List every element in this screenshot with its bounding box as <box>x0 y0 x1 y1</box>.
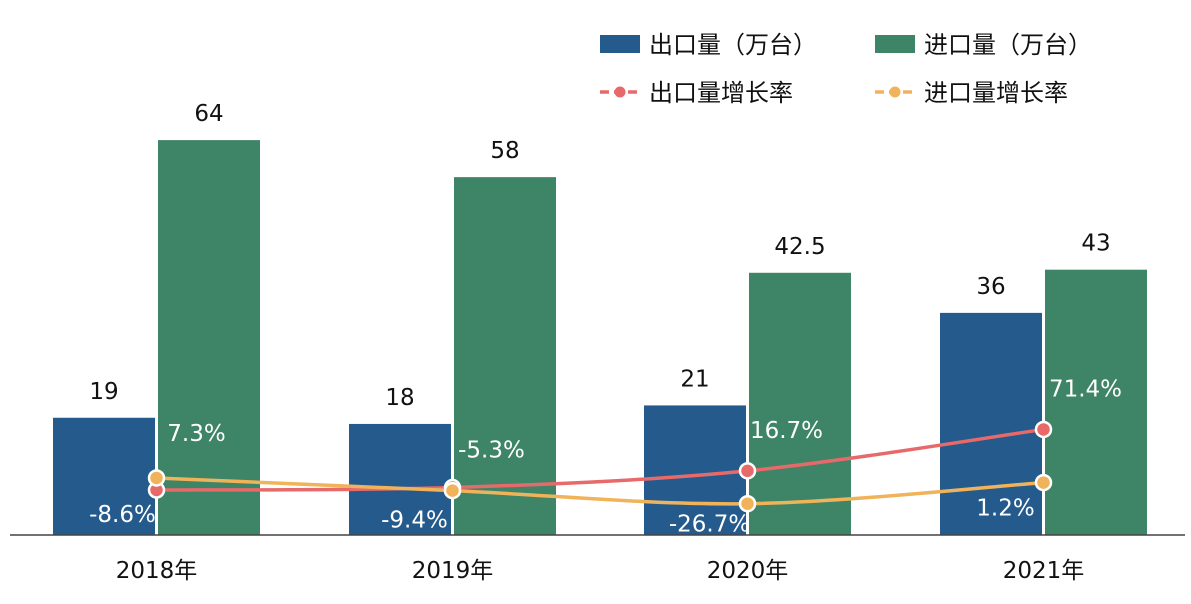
legend-swatch <box>875 35 915 53</box>
rate-value-label: -5.3% <box>458 438 525 464</box>
export-rate-point <box>738 462 757 480</box>
legend-label: 出口量（万台） <box>649 31 817 59</box>
bar-value-label: 58 <box>490 138 519 164</box>
bar-value-label: 18 <box>385 385 414 411</box>
x-tick-label: 2021年 <box>1003 558 1085 584</box>
rate-value-label: -8.6% <box>89 502 156 528</box>
x-tick-label: 2020年 <box>707 558 789 584</box>
labels-layer: 19 18 21 36 64 58 42.5 43 -8.6% -5.3% 16.7% 71.4% 7.… <box>89 101 1122 538</box>
x-tick-label: 2019年 <box>412 558 494 584</box>
rate-value-label: 71.4% <box>1049 376 1122 402</box>
bar-value-label: 42.5 <box>774 234 825 260</box>
x-tick-label: 2018年 <box>116 558 198 584</box>
bar-export-3 <box>940 312 1042 535</box>
import-rate-point <box>1034 473 1053 492</box>
bar-export-2 <box>644 405 746 535</box>
rate-value-label: -26.7% <box>669 512 750 538</box>
rate-value-label: 1.2% <box>976 496 1034 522</box>
bar-import-2 <box>749 272 851 535</box>
legend: 出口量（万台） 进口量（万台） 出口量增长率 进口量增长率 <box>600 31 1092 107</box>
legend-marker <box>889 86 901 98</box>
import-rate-point <box>738 494 757 513</box>
lines-layer <box>147 420 1053 513</box>
bar-value-label: 36 <box>976 274 1005 300</box>
import-rate-point <box>443 481 462 500</box>
import-rate-line <box>156 476 1044 506</box>
bar-import-3 <box>1045 269 1147 535</box>
legend-marker <box>614 86 626 98</box>
bar-import-0 <box>158 140 260 535</box>
legend-label: 进口量增长率 <box>924 79 1068 107</box>
bar-value-label: 21 <box>680 366 709 392</box>
export-rate-line <box>156 427 1044 492</box>
rate-value-label: 16.7% <box>750 418 823 444</box>
import-rate-point <box>147 469 166 487</box>
bar-value-label: 64 <box>194 101 223 127</box>
legend-swatch <box>600 35 640 53</box>
bar-value-label: 43 <box>1081 231 1110 257</box>
x-axis-ticks: 2018年 2019年 2020年 2021年 <box>116 558 1085 584</box>
legend-label: 出口量增长率 <box>649 79 793 107</box>
export-rate-point <box>1034 420 1053 439</box>
bars-layer <box>53 140 1147 535</box>
bar-export-1 <box>349 423 451 535</box>
legend-label: 进口量（万台） <box>924 31 1092 59</box>
rate-value-label: 7.3% <box>167 421 225 447</box>
bar-export-0 <box>53 417 155 535</box>
bar-value-label: 19 <box>89 379 118 405</box>
bar-import-1 <box>454 177 556 535</box>
rate-value-label: -9.4% <box>381 508 448 534</box>
